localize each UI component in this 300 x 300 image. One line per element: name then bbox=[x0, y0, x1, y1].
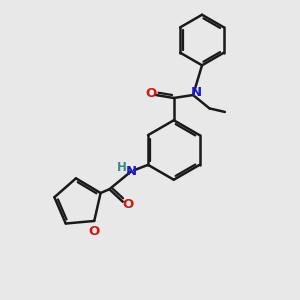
Text: O: O bbox=[145, 87, 156, 100]
Text: N: N bbox=[191, 86, 202, 99]
Text: O: O bbox=[88, 224, 100, 238]
Text: N: N bbox=[125, 165, 137, 178]
Text: O: O bbox=[122, 198, 134, 211]
Text: H: H bbox=[117, 161, 127, 174]
